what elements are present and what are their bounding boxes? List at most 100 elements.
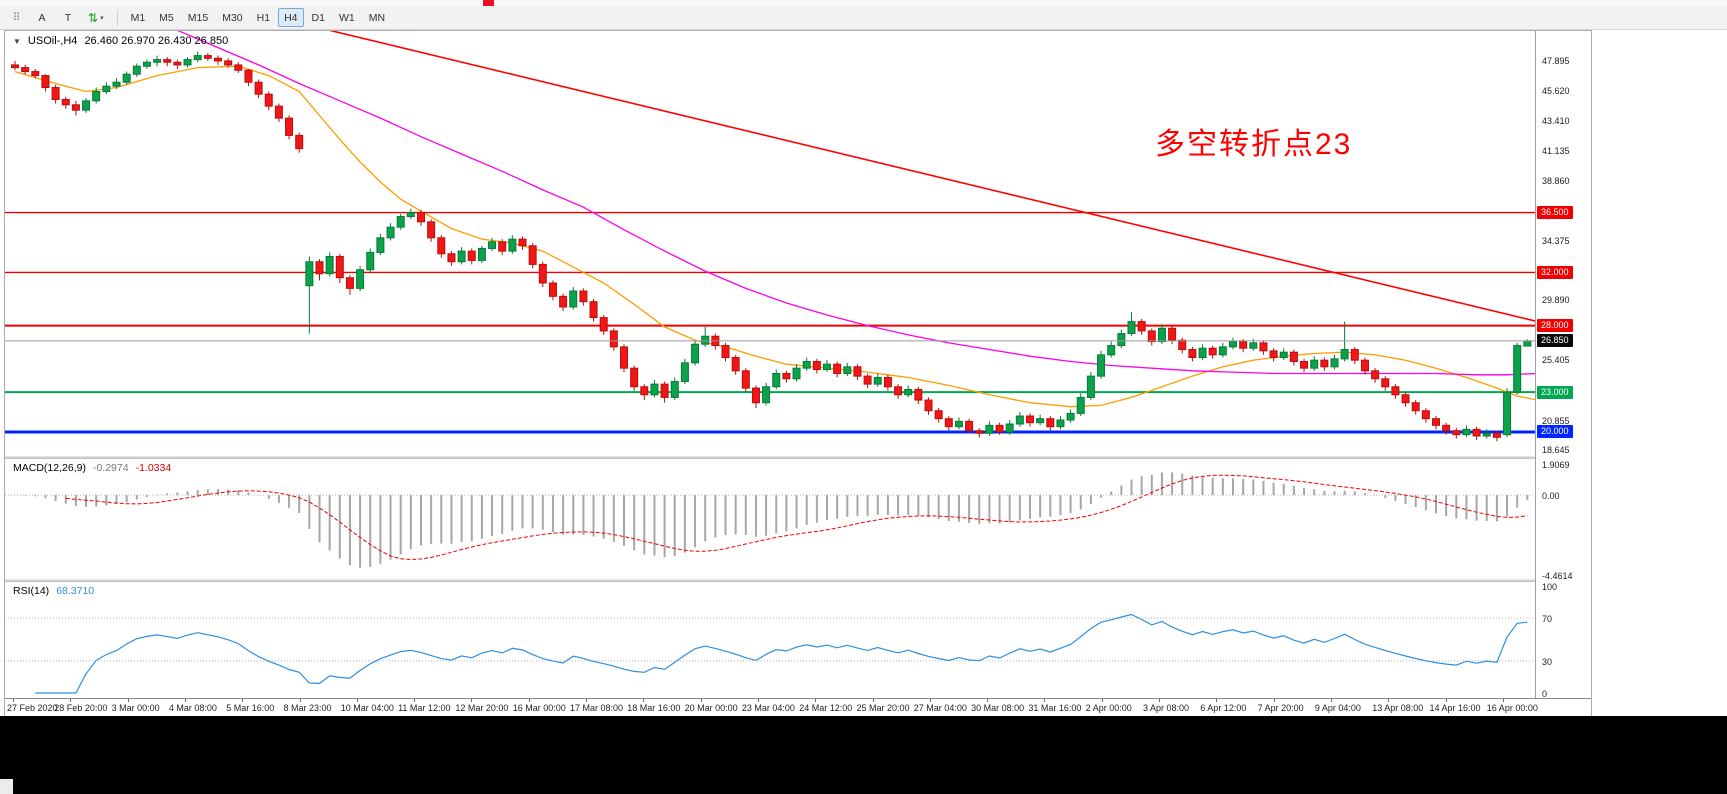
symbol-cycle-icon: ⇅ — [88, 10, 99, 25]
time-axis-label: 8 Mar 23:00 — [283, 703, 332, 713]
macd-axis-label: 0.00 — [1542, 491, 1560, 502]
price-level-badge: 36.500 — [1537, 206, 1573, 220]
time-axis-tick — [1159, 699, 1160, 702]
price-axis-label: 20.855 — [1542, 415, 1570, 426]
drag-handle-icon: ⠿ — [12, 12, 20, 24]
price-level-badge: 20.000 — [1537, 425, 1573, 439]
time-axis-tick — [414, 699, 416, 702]
time-axis-tick — [929, 699, 931, 702]
time-axis-tick — [1445, 699, 1447, 702]
price-axis-label: 43.410 — [1542, 115, 1570, 126]
time-axis-label: 16 Apr 00:00 — [1486, 703, 1538, 713]
time-axis-tick — [872, 699, 874, 702]
time-axis-tick — [127, 699, 129, 702]
rsi-value: 68.3710 — [56, 585, 95, 597]
time-axis-tick — [471, 699, 473, 702]
titlebar-strip — [0, 0, 1727, 6]
current-price-badge: 26.850 — [1537, 334, 1573, 348]
time-axis-label: 7 Apr 20:00 — [1257, 703, 1304, 713]
price-axis-label: 25.405 — [1542, 355, 1570, 366]
time-axis-label: 13 Apr 08:00 — [1372, 703, 1424, 713]
rsi-plot[interactable] — [5, 582, 1535, 698]
toolbar-annotate-button[interactable]: A — [38, 11, 46, 24]
panel-divider[interactable] — [5, 579, 1591, 582]
time-axis-label: 12 Mar 20:00 — [455, 703, 509, 713]
toolbar-separator — [116, 9, 118, 26]
toolbar-text-tool-button[interactable]: T — [64, 11, 72, 24]
time-axis-label: 30 Mar 08:00 — [971, 703, 1025, 713]
time-axis-tick — [70, 699, 72, 702]
time-axis-label: 28 Feb 20:00 — [54, 703, 108, 713]
macd-axis-label: 1.9069 — [1542, 460, 1570, 470]
time-axis-tick — [1044, 699, 1046, 702]
time-axis-label: 6 Apr 12:00 — [1200, 703, 1247, 713]
timeframe-button-h4[interactable]: H4 — [278, 8, 304, 27]
time-axis-tick — [356, 699, 358, 702]
time-axis-label: 17 Mar 08:00 — [570, 703, 624, 713]
price-axis[interactable]: 47.895 45.620 43.410 41.135 38.860 34.375 29.8… — [1535, 31, 1591, 699]
macd-name: MACD(12,26,9) — [13, 462, 86, 474]
macd-value-signal: -1.0334 — [135, 462, 172, 474]
toolbar-drag-handle-button[interactable]: ⠿ — [4, 8, 28, 27]
price-axis-label: 34.375 — [1542, 235, 1570, 246]
time-axis-label: 3 Mar 00:00 — [111, 703, 160, 713]
ohlc-readout: 26.460 26.970 26.430 26.850 — [84, 35, 229, 47]
time-axis-label: 10 Mar 04:00 — [340, 703, 394, 713]
chart-annotation-text: 多空转折点23 — [1155, 128, 1353, 161]
time-axis-tick — [528, 699, 530, 702]
timeframe-button-mn[interactable]: MN — [368, 11, 386, 24]
time-axis-label: 5 Mar 16:00 — [226, 703, 275, 713]
timeframe-button-d1[interactable]: D1 — [311, 11, 325, 24]
toolbar: ⠿ A T ⇅ ▾ M1 M5 M15 M30 H1 H4 D1 W1 MN — [0, 6, 1727, 30]
rsi-axis-label: 0 — [1542, 689, 1548, 699]
time-axis-label: 4 Mar 08:00 — [168, 703, 217, 713]
price-level-badge: 32.000 — [1537, 265, 1573, 279]
timeframe-button-m30[interactable]: M30 — [222, 11, 243, 24]
rsi-label: RSI(14) 68.3710 — [13, 585, 94, 597]
rsi-name: RSI(14) — [13, 585, 50, 597]
time-axis-tick — [815, 699, 817, 702]
price-level-badge: 28.000 — [1537, 319, 1573, 333]
chevron-down-icon: ▾ — [100, 14, 104, 22]
macd-label: MACD(12,26,9) -0.2974 -1.0334 — [13, 462, 171, 474]
collapse-arrow-icon[interactable]: ▼ — [13, 36, 21, 46]
time-axis[interactable]: 27 Feb 2020 28 Feb 20:00 3 Mar 00:00 4 Mar … — [5, 698, 1591, 717]
timeframe-button-m1[interactable]: M1 — [130, 11, 146, 24]
time-axis-tick — [1216, 699, 1218, 702]
price-chart-plot[interactable] — [5, 31, 1535, 456]
time-axis-tick — [757, 699, 759, 702]
timeframe-button-m15[interactable]: M15 — [187, 11, 209, 24]
time-axis-label: 27 Feb 2020 — [7, 703, 58, 713]
time-axis-label: 23 Mar 04:00 — [741, 703, 795, 713]
macd-plot[interactable] — [5, 459, 1535, 579]
panel-divider[interactable] — [5, 456, 1591, 459]
macd-value-main: -0.2974 — [92, 462, 129, 474]
time-axis-label: 11 Mar 12:00 — [398, 703, 451, 713]
chart-title: ▼ USOil-,H4 26.460 26.970 26.430 26.850 — [13, 35, 228, 47]
time-axis-label: 3 Apr 08:00 — [1143, 703, 1190, 713]
time-axis-tick — [299, 699, 301, 702]
price-axis-label: 47.895 — [1542, 55, 1570, 66]
macd-axis-label: -4.4614 — [1542, 570, 1573, 581]
symbol-timeframe-label: USOil-,H4 — [27, 35, 78, 47]
time-axis-tick — [184, 699, 186, 702]
time-axis-label: 27 Mar 04:00 — [913, 703, 967, 713]
time-axis-tick — [643, 699, 645, 702]
toolbar-symbol-cycle-button[interactable]: ⇅ ▾ — [82, 8, 110, 27]
price-level-badge: 23.000 — [1537, 385, 1573, 399]
rsi-axis-label: 70 — [1542, 614, 1553, 625]
timeframe-button-w1[interactable]: W1 — [338, 11, 355, 24]
time-axis-tick — [1330, 699, 1332, 702]
time-axis-tick — [13, 699, 14, 702]
time-axis-label: 2 Apr 00:00 — [1085, 703, 1132, 713]
time-axis-tick — [242, 699, 244, 702]
time-axis-tick — [987, 699, 989, 702]
titlebar-red-mark — [483, 0, 494, 6]
time-axis-tick — [1273, 699, 1275, 702]
price-axis-label: 38.860 — [1542, 176, 1570, 187]
price-axis-label: 45.620 — [1542, 86, 1570, 97]
rsi-axis-label: 30 — [1542, 656, 1553, 667]
price-axis-label: 18.645 — [1542, 445, 1570, 456]
timeframe-button-h1[interactable]: H1 — [256, 11, 271, 24]
timeframe-button-m5[interactable]: M5 — [159, 11, 174, 24]
